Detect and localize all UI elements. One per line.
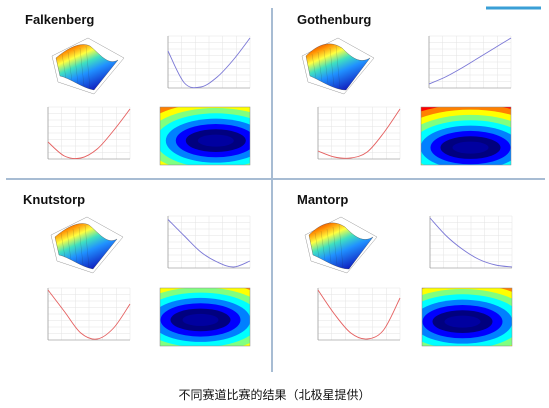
heatmap-layers	[422, 288, 512, 346]
axis-box	[51, 37, 125, 95]
series-line	[47, 108, 131, 160]
axis-box	[50, 216, 124, 274]
line-plot-red	[47, 106, 131, 160]
track-title: Gothenburg	[297, 12, 371, 27]
axis-box	[301, 37, 375, 95]
line-plot-red	[47, 287, 131, 341]
series-line	[317, 108, 401, 159]
contour-band	[452, 141, 489, 154]
mesh-line	[84, 224, 90, 268]
mesh-line	[317, 51, 323, 82]
line-plot-blue	[167, 35, 251, 89]
mesh-line	[73, 49, 79, 84]
heatmap-layers	[160, 107, 250, 165]
mesh-line	[72, 228, 78, 263]
heatmap-plot	[421, 287, 513, 347]
series-line	[428, 37, 512, 85]
line-plot-blue	[429, 215, 513, 269]
panel-mantorp: Mantorp	[297, 192, 513, 347]
line-plot-blue	[167, 215, 251, 269]
mesh-line	[335, 45, 341, 89]
surface-plot-3d	[301, 37, 375, 95]
heatmap-frame	[159, 106, 251, 166]
mesh-line	[67, 51, 73, 82]
series-line	[429, 217, 513, 268]
surface-plot-3d	[304, 216, 378, 274]
mesh-line	[85, 45, 91, 89]
mesh-line	[61, 53, 67, 79]
surface-plot-3d	[51, 37, 125, 95]
contour-band	[197, 134, 234, 147]
heatmap-layers	[421, 107, 511, 165]
results-figure: Falkenberg Gothenburg Knutstorp Mantorp	[6, 6, 545, 372]
heatmap-frame	[420, 106, 512, 166]
mesh-line	[338, 224, 344, 268]
panel-knutstorp: Knutstorp	[23, 192, 251, 347]
heatmap-layers	[160, 288, 250, 346]
mesh-line	[60, 232, 66, 258]
line-plot-blue	[428, 35, 512, 89]
panel-gothenburg: Gothenburg	[297, 12, 512, 166]
mesh-line	[66, 230, 72, 261]
mesh-line	[79, 47, 85, 87]
contour-band	[182, 313, 219, 326]
series-line	[167, 219, 251, 268]
line-plot-red	[317, 106, 401, 160]
series-line	[317, 289, 401, 340]
panel-falkenberg: Falkenberg	[25, 12, 251, 166]
surface-mesh	[54, 223, 118, 270]
mesh-line	[320, 230, 326, 261]
series-line	[47, 289, 131, 340]
mesh-line	[323, 49, 329, 84]
line-plot-red	[317, 287, 401, 341]
mesh-line	[332, 226, 338, 266]
mesh-line	[326, 228, 332, 263]
mesh-line	[314, 232, 320, 258]
mesh-line	[78, 226, 84, 266]
surface-mesh	[55, 44, 119, 91]
mesh-line	[311, 53, 317, 79]
mesh-line	[329, 47, 335, 87]
heatmap-plot	[420, 106, 512, 166]
contour-band	[444, 315, 481, 328]
track-title: Falkenberg	[25, 12, 94, 27]
track-title: Mantorp	[297, 192, 348, 207]
series-line	[167, 37, 251, 89]
heatmap-frame	[159, 287, 251, 347]
track-title: Knutstorp	[23, 192, 85, 207]
heatmap-plot	[159, 287, 251, 347]
heatmap-plot	[159, 106, 251, 166]
axis-box	[304, 216, 378, 274]
heatmap-frame	[421, 287, 513, 347]
figure-caption: 不同赛道比赛的结果（北极星提供）	[178, 388, 371, 402]
surface-plot-3d	[50, 216, 124, 274]
